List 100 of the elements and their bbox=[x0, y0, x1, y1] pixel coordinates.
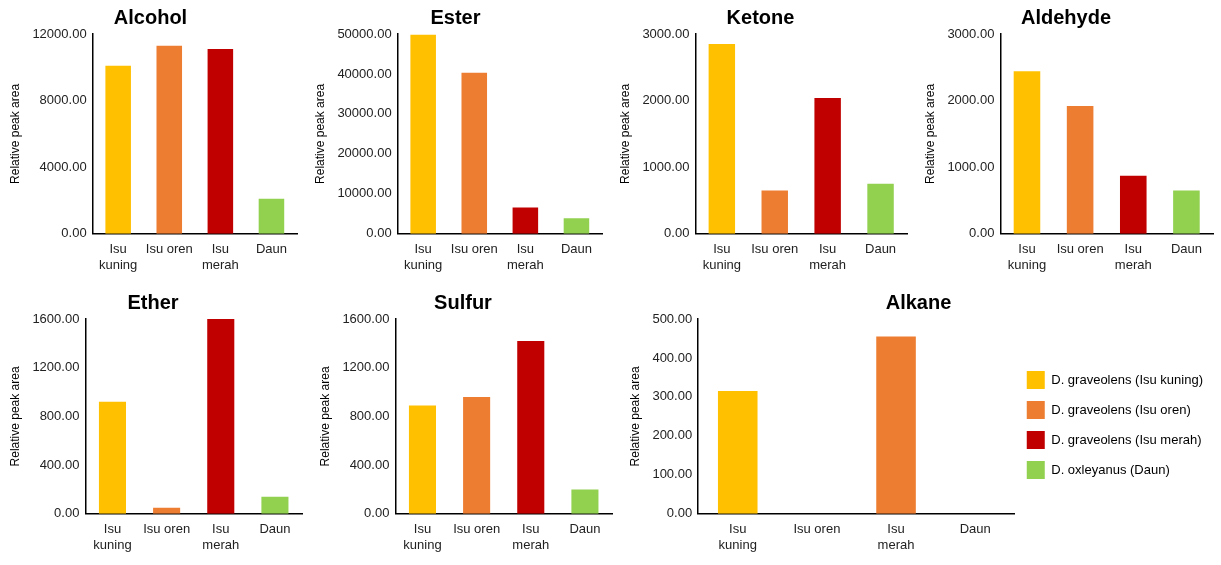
y-tick-label: 2000.00 bbox=[947, 92, 995, 108]
x-tick-label: Daun bbox=[1170, 241, 1202, 257]
y-tick-label: 0.00 bbox=[664, 225, 690, 241]
chart-title: Alkane bbox=[885, 290, 952, 313]
y-tick-label: 200.00 bbox=[652, 427, 693, 443]
bar bbox=[461, 72, 488, 234]
x-tick-label: Isu merah bbox=[512, 521, 550, 552]
bar bbox=[207, 48, 234, 234]
x-tick-label: Isu merah bbox=[506, 241, 544, 272]
bar bbox=[410, 34, 436, 234]
y-tick-label: 500.00 bbox=[652, 310, 693, 326]
bar bbox=[207, 319, 235, 514]
x-tick-label: Isu kuning bbox=[702, 241, 741, 272]
bar bbox=[867, 183, 894, 234]
x-tick-label: Isu merah bbox=[201, 241, 239, 272]
y-tick-label: 300.00 bbox=[652, 388, 693, 404]
chart-title: Ketone bbox=[726, 5, 795, 28]
bar bbox=[261, 496, 289, 514]
bar bbox=[463, 396, 491, 514]
x-tick-label: Isu merah bbox=[1114, 241, 1152, 272]
x-tick-label: Isu oren bbox=[453, 521, 501, 537]
x-tick-label: Isu kuning bbox=[1007, 241, 1047, 272]
x-tick-label: Isu merah bbox=[202, 521, 240, 552]
y-tick-label: 0.00 bbox=[666, 505, 693, 521]
legend-label: D. oxleyanus (Daun) bbox=[1051, 461, 1170, 477]
y-tick-label: 0.00 bbox=[364, 505, 390, 521]
bar bbox=[1013, 71, 1041, 234]
y-tick-label: 800.00 bbox=[39, 407, 80, 423]
chart-title: Alcohol bbox=[113, 5, 188, 28]
x-tick-label: Daun bbox=[865, 241, 897, 257]
y-tick-label: 1000.00 bbox=[642, 158, 690, 174]
y-axis-title: Relative peak area bbox=[317, 366, 332, 467]
bar bbox=[1066, 105, 1094, 234]
y-axis-title: Relative peak area bbox=[627, 366, 642, 467]
y-tick-label: 1000.00 bbox=[947, 158, 995, 174]
chart-title: Aldehyde bbox=[1020, 5, 1112, 28]
legend-label: D. graveolens (Isu merah) bbox=[1051, 431, 1202, 447]
x-tick-label: Daun bbox=[560, 241, 592, 257]
x-tick-label: Isu kuning bbox=[93, 521, 132, 552]
y-tick-label: 400.00 bbox=[349, 456, 390, 472]
y-axis-title: Relative peak area bbox=[7, 83, 22, 184]
chart-title: Ether bbox=[127, 290, 179, 313]
x-tick-label: Isu kuning bbox=[403, 521, 442, 552]
x-tick-label: Isu merah bbox=[809, 241, 847, 272]
y-tick-label: 40000.00 bbox=[337, 65, 392, 81]
x-tick-label: Isu oren bbox=[751, 241, 799, 257]
legend-label: D. graveolens (Isu kuning) bbox=[1051, 371, 1204, 387]
bar bbox=[1119, 175, 1147, 234]
bar bbox=[98, 401, 127, 514]
x-tick-label: Isu merah bbox=[877, 521, 915, 552]
y-tick-label: 8000.00 bbox=[39, 92, 87, 108]
legend-label: D. graveolens (Isu oren) bbox=[1051, 401, 1191, 417]
y-tick-label: 20000.00 bbox=[337, 145, 392, 161]
x-tick-label: Isu kuning bbox=[99, 241, 138, 272]
bar bbox=[408, 405, 437, 514]
bar bbox=[571, 489, 599, 514]
y-axis-title: Relative peak area bbox=[617, 83, 632, 184]
bar bbox=[105, 65, 131, 234]
y-tick-label: 10000.00 bbox=[337, 185, 392, 201]
y-tick-label: 1200.00 bbox=[342, 359, 390, 375]
bar bbox=[517, 340, 545, 514]
bar bbox=[1173, 190, 1200, 234]
y-axis-title: Relative peak area bbox=[7, 366, 22, 467]
chart-title: Ester bbox=[430, 5, 481, 28]
y-tick-label: 2000.00 bbox=[642, 92, 690, 108]
y-tick-label: 0.00 bbox=[61, 225, 87, 241]
y-tick-label: 400.00 bbox=[39, 456, 80, 472]
y-tick-label: 50000.00 bbox=[337, 25, 392, 41]
x-tick-label: Daun bbox=[959, 521, 991, 537]
y-tick-label: 3000.00 bbox=[642, 25, 690, 41]
x-tick-label: Isu oren bbox=[145, 241, 193, 257]
y-tick-label: 100.00 bbox=[652, 466, 693, 482]
bar bbox=[258, 198, 285, 234]
x-tick-label: Isu oren bbox=[1056, 241, 1104, 257]
x-tick-label: Isu oren bbox=[793, 521, 841, 537]
chart-title: Sulfur bbox=[434, 290, 493, 313]
y-tick-label: 4000.00 bbox=[39, 158, 87, 174]
y-tick-label: 1600.00 bbox=[342, 310, 390, 326]
bar bbox=[512, 207, 539, 234]
x-tick-label: Daun bbox=[569, 521, 601, 537]
y-tick-label: 12000.00 bbox=[32, 25, 87, 41]
x-tick-label: Isu kuning bbox=[718, 521, 757, 552]
y-tick-label: 0.00 bbox=[366, 225, 392, 241]
y-tick-label: 0.00 bbox=[54, 505, 80, 521]
x-tick-label: Daun bbox=[255, 241, 287, 257]
x-tick-label: Isu kuning bbox=[404, 241, 443, 272]
x-tick-label: Isu oren bbox=[450, 241, 498, 257]
y-tick-label: 400.00 bbox=[652, 349, 693, 365]
y-axis-title: Relative peak area bbox=[312, 83, 327, 184]
bar bbox=[156, 45, 183, 234]
x-tick-label: Daun bbox=[259, 521, 291, 537]
y-tick-label: 800.00 bbox=[349, 407, 390, 423]
x-tick-label: Isu oren bbox=[143, 521, 191, 537]
y-tick-label: 3000.00 bbox=[947, 25, 995, 41]
y-axis-title: Relative peak area bbox=[922, 83, 937, 184]
bar bbox=[761, 190, 788, 234]
y-tick-label: 30000.00 bbox=[337, 105, 392, 121]
bar bbox=[708, 43, 736, 234]
y-tick-label: 1200.00 bbox=[32, 359, 80, 375]
y-tick-label: 1600.00 bbox=[32, 310, 80, 326]
